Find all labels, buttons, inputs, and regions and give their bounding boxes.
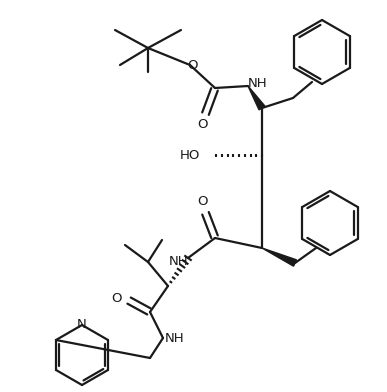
- Text: O: O: [197, 195, 207, 208]
- Text: NH: NH: [165, 332, 185, 345]
- Text: N: N: [77, 318, 87, 332]
- Text: O: O: [197, 118, 207, 131]
- Polygon shape: [248, 86, 265, 110]
- Text: O: O: [111, 292, 122, 305]
- Text: NH: NH: [248, 76, 268, 89]
- Text: HO: HO: [180, 149, 200, 162]
- Polygon shape: [262, 248, 296, 266]
- Text: O: O: [188, 58, 198, 71]
- Text: NH: NH: [168, 255, 188, 268]
